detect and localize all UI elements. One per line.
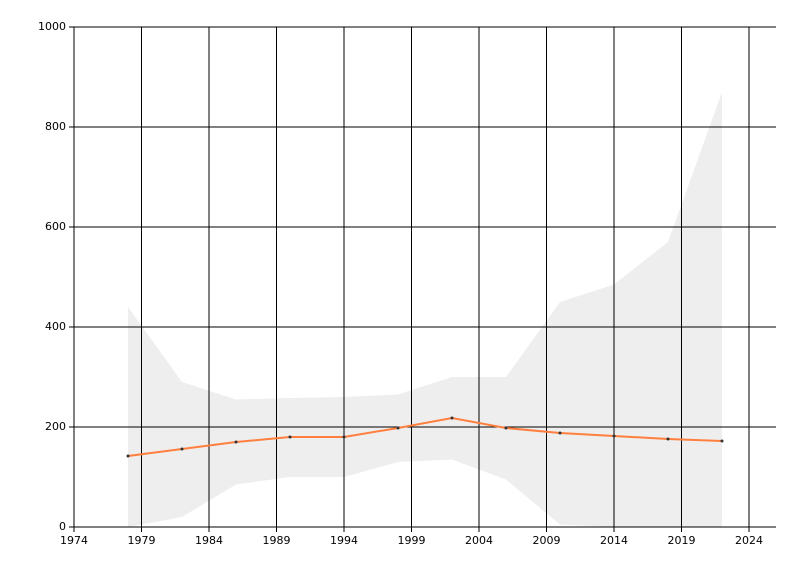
- point: [396, 426, 400, 430]
- point: [666, 437, 670, 441]
- point: [450, 416, 454, 420]
- y-tick-label: 200: [45, 420, 66, 433]
- point: [180, 447, 184, 451]
- point: [558, 431, 562, 435]
- y-tick-label: 800: [45, 120, 66, 133]
- point: [342, 435, 346, 439]
- point: [288, 435, 292, 439]
- point: [126, 454, 130, 458]
- point: [504, 426, 508, 430]
- line: [127, 416, 723, 457]
- x-tick-label: 2004: [465, 534, 493, 547]
- x-tick-label: 1994: [330, 534, 358, 547]
- x-tick-label: 1979: [128, 534, 156, 547]
- y-tick-label: 400: [45, 320, 66, 333]
- point: [720, 439, 724, 443]
- x-tick-label: 1999: [398, 534, 426, 547]
- point: [612, 434, 616, 438]
- x-tick-label: 1974: [60, 534, 88, 547]
- y-tick-label: 1000: [38, 20, 66, 33]
- x-tick-label: 1984: [195, 534, 223, 547]
- x-tick-label: 2009: [533, 534, 561, 547]
- x-tick-label: 2014: [600, 534, 628, 547]
- point: [234, 440, 238, 444]
- confidence-band: [128, 92, 722, 527]
- x-tick-label: 1989: [263, 534, 291, 547]
- y-tick-label: 600: [45, 220, 66, 233]
- y-tick-label: 0: [59, 520, 66, 533]
- x-tick-label: 2024: [735, 534, 763, 547]
- x-tick-label: 2019: [668, 534, 696, 547]
